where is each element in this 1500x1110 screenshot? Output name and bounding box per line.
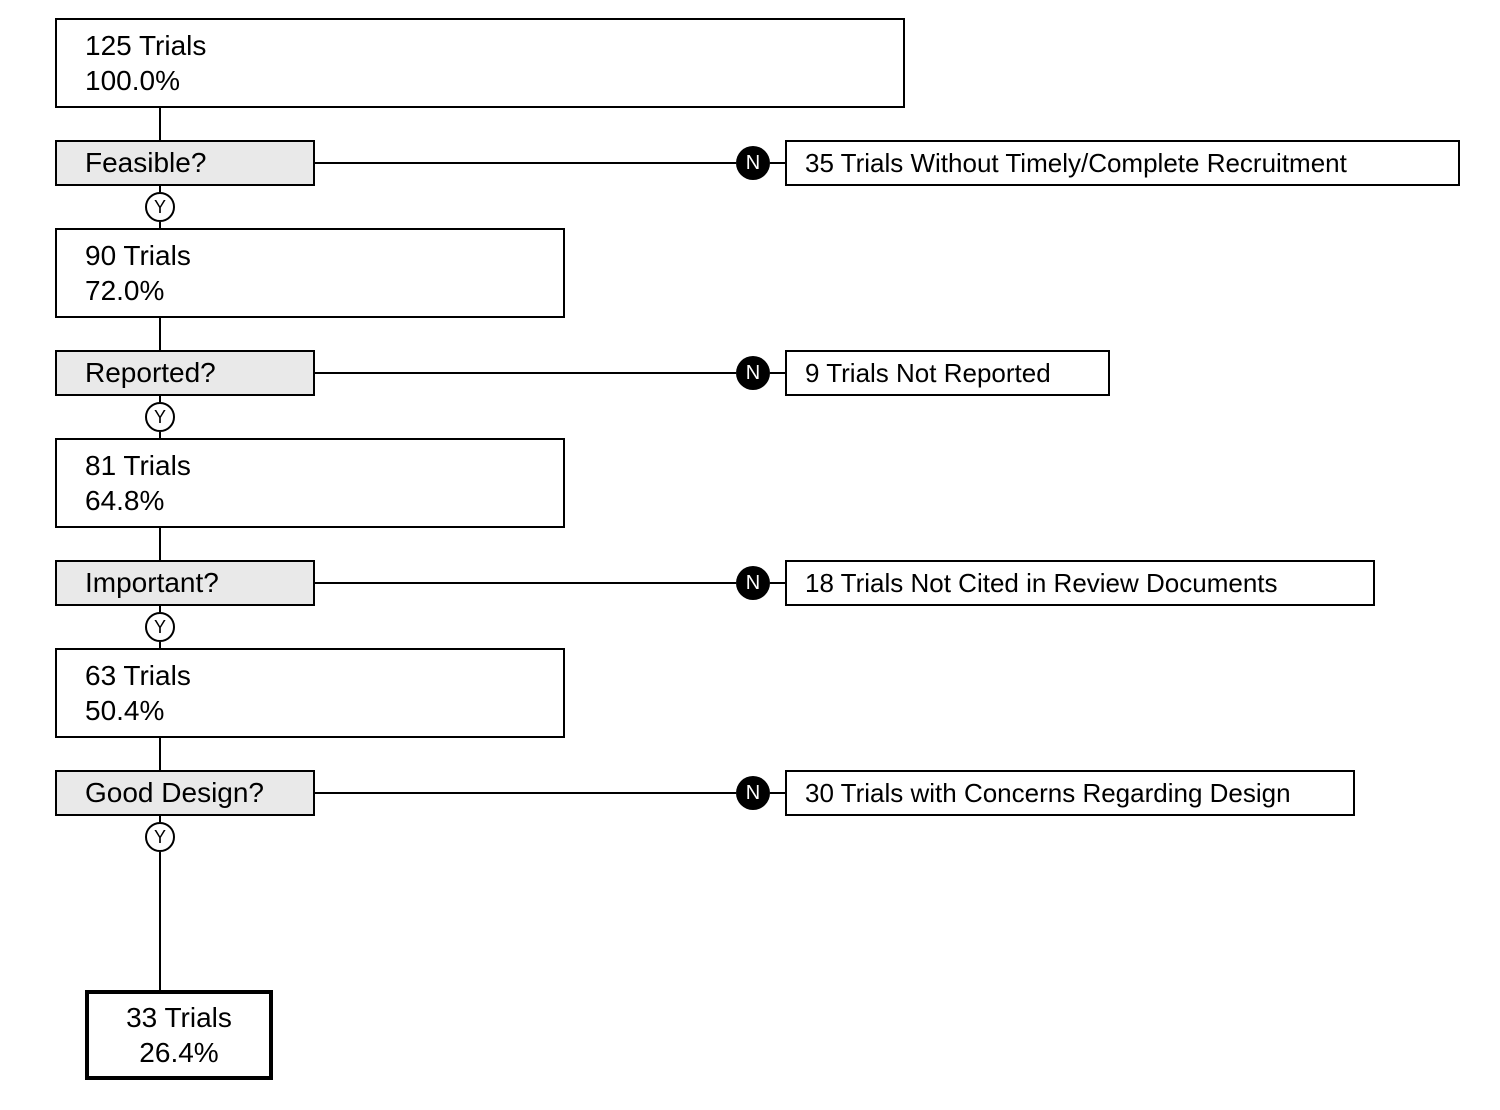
connector-hline bbox=[315, 792, 736, 794]
decision-label: Good Design? bbox=[85, 777, 264, 809]
connector-hline bbox=[315, 582, 736, 584]
decision-label: Important? bbox=[85, 567, 219, 599]
no-badge: N bbox=[736, 146, 770, 180]
box-trials-label: 90 Trials bbox=[85, 238, 563, 273]
box-percent-label: 64.8% bbox=[85, 483, 563, 518]
box-percent-label: 50.4% bbox=[85, 693, 563, 728]
exclusion-label: 30 Trials with Concerns Regarding Design bbox=[805, 778, 1291, 809]
result-box: 125 Trials100.0% bbox=[55, 18, 905, 108]
exclusion-box: 9 Trials Not Reported bbox=[785, 350, 1110, 396]
connector-hline bbox=[770, 372, 785, 374]
decision-box: Feasible? bbox=[55, 140, 315, 186]
exclusion-label: 9 Trials Not Reported bbox=[805, 358, 1051, 389]
connector-hline bbox=[770, 162, 785, 164]
box-percent-label: 72.0% bbox=[85, 273, 563, 308]
connector-hline bbox=[315, 162, 736, 164]
connector-vline bbox=[159, 318, 161, 350]
connector-vline bbox=[159, 852, 161, 990]
exclusion-box: 30 Trials with Concerns Regarding Design bbox=[785, 770, 1355, 816]
no-badge: N bbox=[736, 356, 770, 390]
decision-box: Reported? bbox=[55, 350, 315, 396]
box-trials-label: 125 Trials bbox=[85, 28, 903, 63]
yes-badge: Y bbox=[145, 612, 175, 642]
result-box-final: 33 Trials26.4% bbox=[85, 990, 273, 1080]
yes-badge: Y bbox=[145, 192, 175, 222]
connector-hline bbox=[770, 792, 785, 794]
yes-badge: Y bbox=[145, 822, 175, 852]
no-badge: N bbox=[736, 566, 770, 600]
connector-vline bbox=[159, 738, 161, 770]
result-box: 63 Trials50.4% bbox=[55, 648, 565, 738]
no-badge: N bbox=[736, 776, 770, 810]
box-percent-label: 26.4% bbox=[139, 1035, 218, 1070]
connector-hline bbox=[315, 372, 736, 374]
box-trials-label: 33 Trials bbox=[126, 1000, 232, 1035]
connector-vline bbox=[159, 528, 161, 560]
box-percent-label: 100.0% bbox=[85, 63, 903, 98]
box-trials-label: 81 Trials bbox=[85, 448, 563, 483]
decision-box: Good Design? bbox=[55, 770, 315, 816]
decision-label: Feasible? bbox=[85, 147, 206, 179]
exclusion-label: 35 Trials Without Timely/Complete Recrui… bbox=[805, 148, 1347, 179]
exclusion-box: 18 Trials Not Cited in Review Documents bbox=[785, 560, 1375, 606]
decision-box: Important? bbox=[55, 560, 315, 606]
connector-vline bbox=[159, 108, 161, 140]
exclusion-box: 35 Trials Without Timely/Complete Recrui… bbox=[785, 140, 1460, 186]
flowchart-canvas: 125 Trials100.0%90 Trials72.0%81 Trials6… bbox=[0, 0, 1500, 1110]
yes-badge: Y bbox=[145, 402, 175, 432]
box-trials-label: 63 Trials bbox=[85, 658, 563, 693]
result-box: 81 Trials64.8% bbox=[55, 438, 565, 528]
decision-label: Reported? bbox=[85, 357, 216, 389]
connector-hline bbox=[770, 582, 785, 584]
result-box: 90 Trials72.0% bbox=[55, 228, 565, 318]
exclusion-label: 18 Trials Not Cited in Review Documents bbox=[805, 568, 1278, 599]
